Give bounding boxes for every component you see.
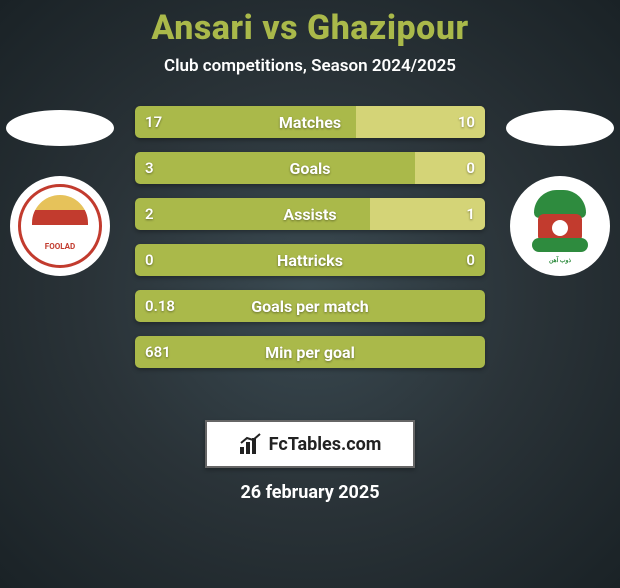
- player-left-club-badge: FOOLAD: [10, 176, 110, 276]
- chart-icon: [239, 433, 263, 455]
- page-title: Ansari vs Ghazipour: [0, 8, 620, 48]
- stat-row: 21Assists: [135, 198, 485, 230]
- site-badge: FcTables.com: [205, 420, 415, 468]
- player-right-panel: ذوب آهن: [500, 106, 620, 276]
- stat-row: 00Hattricks: [135, 244, 485, 276]
- stat-row: 681Min per goal: [135, 336, 485, 368]
- player-left-panel: FOOLAD: [0, 106, 120, 276]
- club-left-label: FOOLAD: [45, 242, 75, 251]
- page-subtitle: Club competitions, Season 2024/2025: [0, 56, 620, 76]
- stat-row: 0.18Goals per match: [135, 290, 485, 322]
- player-right-avatar: [506, 110, 614, 146]
- stat-label: Min per goal: [135, 336, 485, 368]
- stat-label: Matches: [135, 106, 485, 138]
- footer: FcTables.com 26 february 2025: [0, 420, 620, 503]
- stat-label: Goals: [135, 152, 485, 184]
- stat-row: 30Goals: [135, 152, 485, 184]
- stat-label: Hattricks: [135, 244, 485, 276]
- stat-label: Assists: [135, 198, 485, 230]
- comparison-chart: FOOLAD ذوب آهن 1710Matches 30Goals 21Assis…: [0, 106, 620, 396]
- stat-rows: 1710Matches 30Goals 21Assists 00Hattricks 0.…: [135, 106, 485, 382]
- player-right-club-badge: ذوب آهن: [510, 176, 610, 276]
- footer-date: 26 february 2025: [240, 482, 379, 503]
- site-name: FcTables.com: [269, 434, 382, 455]
- player-left-avatar: [6, 110, 114, 146]
- stat-row: 1710Matches: [135, 106, 485, 138]
- stat-label: Goals per match: [135, 290, 485, 322]
